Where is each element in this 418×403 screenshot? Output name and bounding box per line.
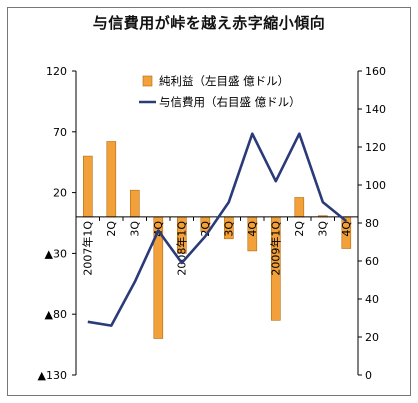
right-tick-label-5: 100 — [365, 179, 386, 192]
x-label-7: 3Q — [223, 221, 236, 237]
chart-title: 与信費用が峠を越え赤字縮小傾向 — [92, 14, 326, 32]
legend-label-net-profit: 純利益（左目盛 億ドル） — [159, 74, 289, 88]
x-label-2: 2Q — [105, 221, 118, 237]
right-tick-label-8: 160 — [365, 65, 386, 78]
x-label-3: 3Q — [129, 221, 142, 237]
left-tick-label-2: 20 — [53, 187, 67, 200]
x-label-10: 2Q — [293, 221, 306, 237]
bar-3 — [130, 189, 140, 218]
left-tick-label-1: 70 — [53, 126, 67, 139]
right-tick-label-7: 140 — [365, 103, 386, 116]
bar-1 — [83, 155, 93, 218]
x-label-9: 2009年1Q — [269, 221, 283, 276]
x-label-4: 4Q — [152, 221, 165, 237]
bar-10 — [294, 197, 305, 218]
left-tick-label-5: ▲130 — [38, 369, 67, 382]
x-label-8: 4Q — [246, 221, 259, 237]
left-tick-label-0: 120 — [46, 65, 67, 78]
legend-swatch-net-profit — [142, 75, 153, 87]
right-tick-label-0: 0 — [365, 369, 372, 382]
right-tick-label-3: 60 — [365, 255, 379, 268]
line-series-credit-cost — [87, 132, 348, 327]
right-tick-label-4: 80 — [365, 217, 379, 230]
chart-frame — [7, 7, 411, 396]
left-tick-label-3: ▲30 — [45, 247, 67, 260]
left-tick-label-4: ▲80 — [45, 308, 67, 321]
x-label-1: 2007年1Q — [81, 221, 95, 276]
x-label-12: 4Q — [340, 221, 353, 237]
x-label-11: 3Q — [317, 221, 330, 237]
legend-label-credit-cost: 与信費用（右目盛 億ドル） — [159, 95, 301, 109]
bar-2 — [106, 141, 117, 218]
right-tick-label-6: 120 — [365, 141, 386, 154]
right-tick-label-1: 20 — [365, 331, 379, 344]
x-label-5: 2008年1Q — [175, 221, 189, 276]
right-tick-label-2: 40 — [365, 293, 379, 306]
